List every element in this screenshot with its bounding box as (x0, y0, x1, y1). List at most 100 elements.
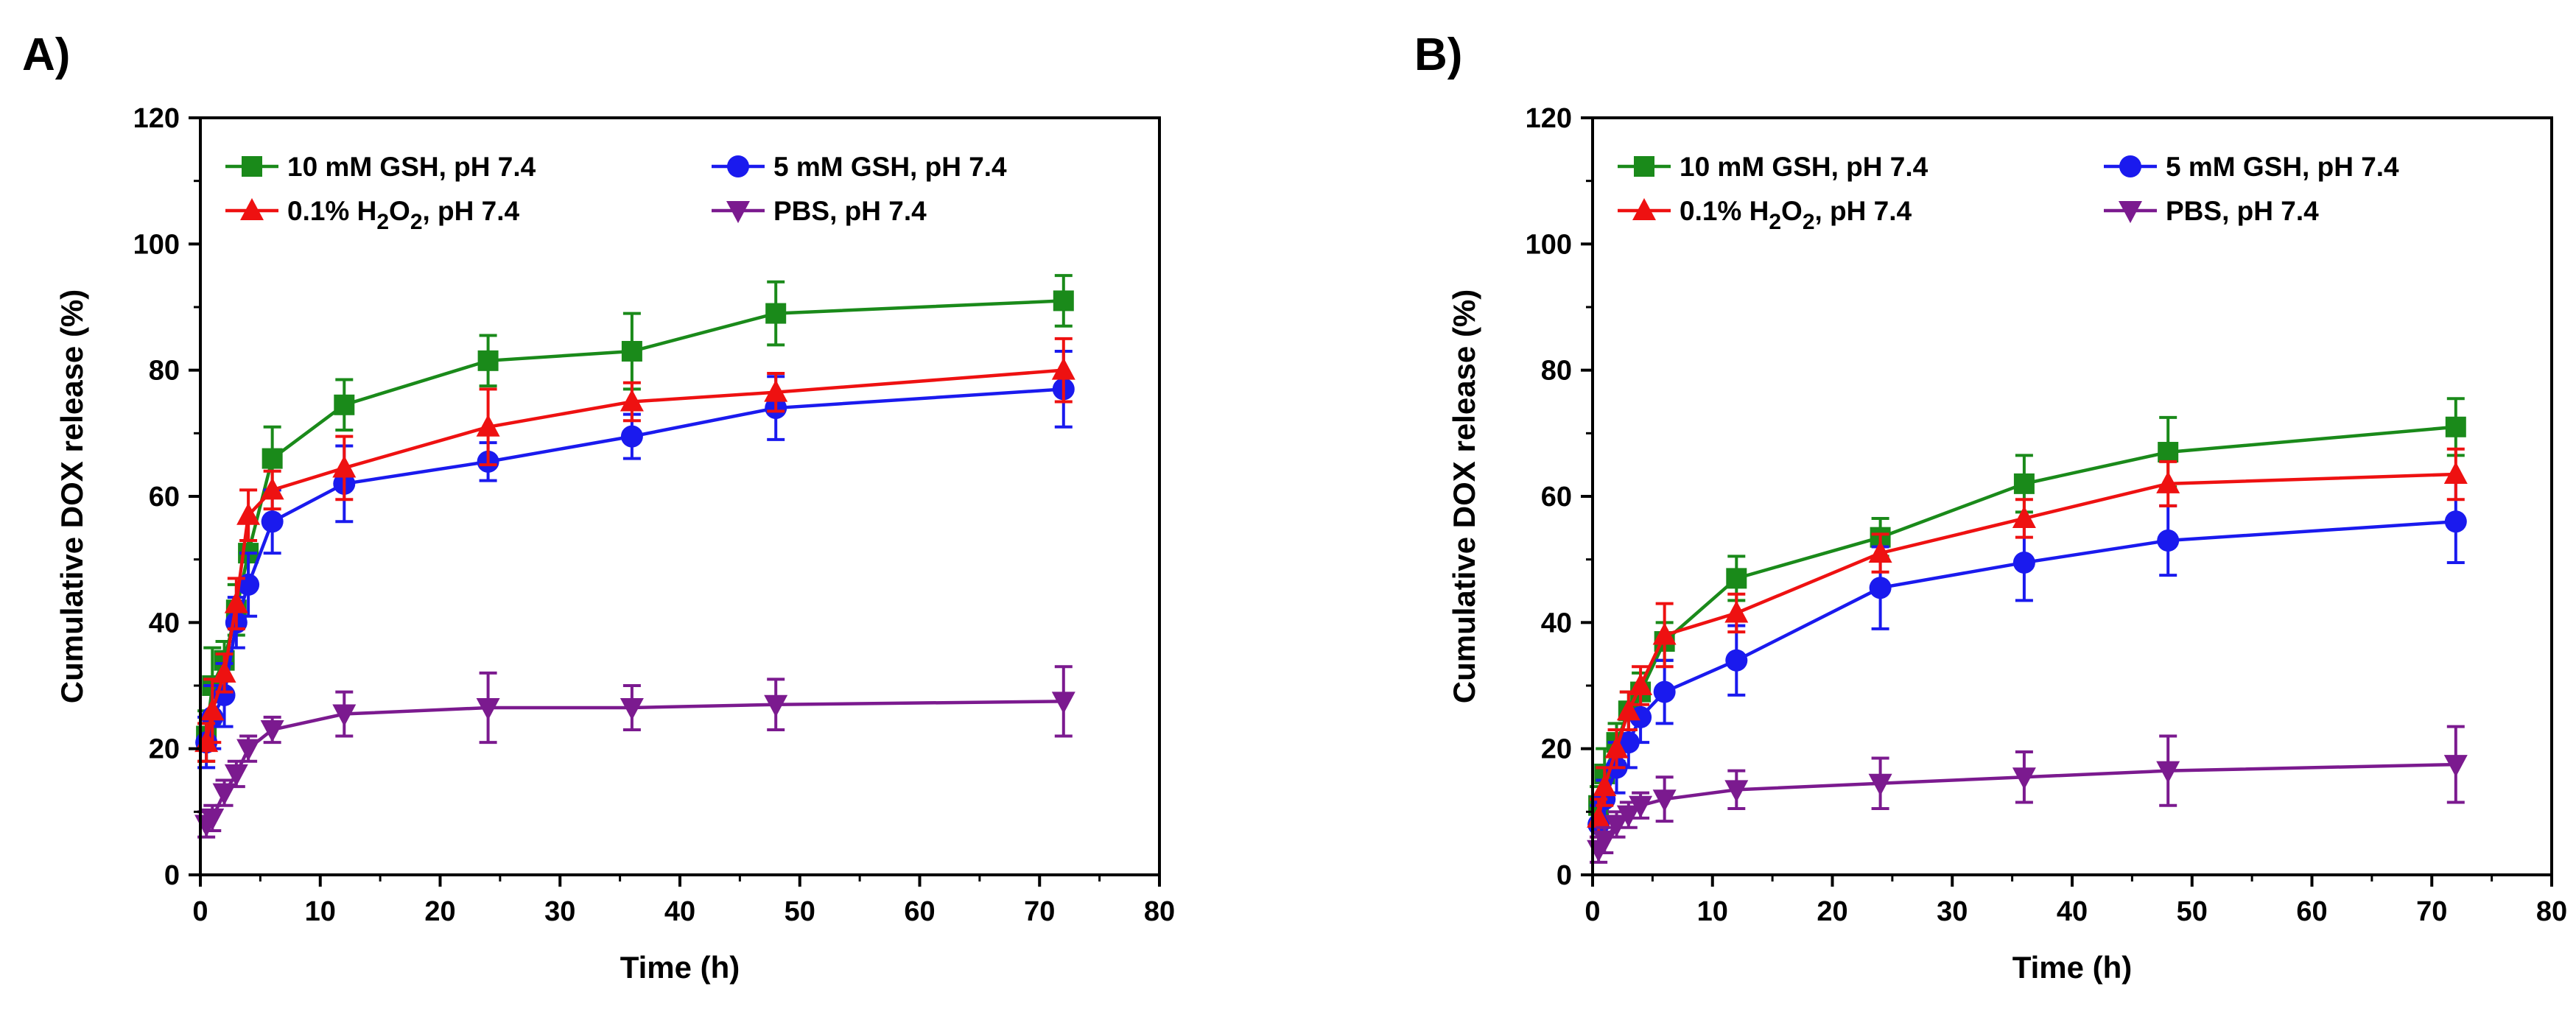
series-2-point (2012, 505, 2036, 528)
legend-label-1: 5 mM GSH, pH 7.4 (2166, 152, 2399, 182)
series-3-point (1051, 692, 1075, 714)
series-3-point (332, 704, 357, 727)
series-0-group (1588, 397, 2466, 826)
series-2-group (1587, 447, 2468, 839)
series-1-point (1617, 731, 1640, 754)
series-3-point (1868, 773, 1892, 796)
legend-marker-0 (1634, 156, 1654, 177)
series-3-group (194, 665, 1075, 839)
series-2-point (200, 698, 225, 721)
chart-b-svg: B) 0 10 20 30 40 50 60 70 80 0 20 40 60 80 100 120 Time (… (1414, 29, 2567, 985)
series-1-point (2012, 551, 2035, 574)
legend-label-2: 0.1% H2O2, pH 7.4 (287, 196, 520, 234)
series-2-point (236, 502, 261, 525)
series-3-point (224, 764, 248, 786)
x-tick-label: 60 (904, 896, 935, 927)
x-tick-label: 0 (1584, 896, 1600, 927)
legend-label-0: 10 mM GSH, pH 7.4 (1680, 152, 1929, 182)
legend-marker-1 (727, 155, 749, 177)
legend-label-1: 5 mM GSH, pH 7.4 (773, 152, 1007, 182)
y-tick-label: 40 (149, 608, 180, 638)
y-tick-label: 100 (133, 229, 180, 260)
x-axis-title-a: Time (h) (620, 950, 740, 985)
legend-item-0: 10 mM GSH, pH 7.4 (225, 152, 536, 182)
series-0-point (477, 350, 499, 371)
series-3-point (260, 719, 284, 742)
series-2-point (764, 379, 788, 402)
x-tick-label: 10 (305, 896, 336, 927)
x-tick-label: 20 (424, 896, 455, 927)
series-1-point (1653, 680, 1676, 703)
series-2-point (1652, 622, 1677, 645)
x-tick-label: 30 (1937, 896, 1968, 927)
legend-marker-0 (242, 156, 262, 177)
x-tick-label: 70 (2416, 896, 2447, 927)
series-0-point (621, 340, 642, 362)
series-2-point (260, 477, 284, 500)
panel-label-b: B) (1414, 29, 1462, 80)
y-tick-label: 80 (149, 356, 180, 387)
series-0-point (2445, 416, 2466, 437)
series-3-point (620, 697, 644, 720)
y-tick-label: 100 (1526, 229, 1572, 260)
series-1-point (261, 510, 284, 533)
legend-label-3: PBS, pH 7.4 (773, 196, 927, 226)
series-0-point (1053, 290, 1074, 312)
y-tick-label: 80 (1541, 356, 1572, 387)
series-2-point (1616, 698, 1640, 721)
legend-marker-1 (2119, 155, 2141, 177)
legend-label-0: 10 mM GSH, pH 7.4 (287, 152, 536, 182)
series-2-group (194, 337, 1075, 763)
x-tick-label: 60 (2296, 896, 2327, 927)
series-2-point (1724, 600, 1749, 623)
legend-label-2: 0.1% H2O2, pH 7.4 (1680, 196, 1912, 234)
series-0-point (334, 394, 355, 415)
series-0-line (204, 299, 1064, 736)
series-2-point (1593, 774, 1617, 797)
series-3-point (476, 697, 500, 720)
series-2-point (1629, 673, 1653, 695)
series-0-point (2013, 473, 2035, 494)
series-3-point (200, 808, 225, 831)
x-tick-label: 80 (1144, 896, 1175, 927)
series-3-point (2443, 755, 2468, 778)
y-tick-label: 0 (164, 860, 180, 891)
series-2-point (2156, 471, 2180, 493)
series-3-group (1587, 725, 2468, 864)
series-2-point (620, 389, 644, 412)
series-3-point (764, 694, 788, 717)
series-3-point (1724, 780, 1749, 803)
series-0-point (765, 303, 787, 324)
legend-item-1: 5 mM GSH, pH 7.4 (712, 152, 1007, 182)
legend-item-2: 0.1% H2O2, pH 7.4 (1618, 196, 1912, 234)
x-tick-label: 70 (1024, 896, 1055, 927)
chart-a-svg: A) 0 10 20 30 40 50 60 70 80 0 20 40 60 80 100 120 Time (… (22, 29, 1175, 985)
x-axis-title-b: Time (h) (2012, 950, 2133, 985)
series-2-point (1604, 736, 1629, 759)
series-2-point (1868, 541, 1892, 563)
series-1-point (1869, 577, 1892, 599)
legend-marker-3 (2119, 201, 2142, 223)
series-2-point (1051, 357, 1075, 380)
series-1-point (620, 425, 643, 448)
y-tick-label: 0 (1557, 860, 1572, 891)
y-tick-label: 60 (149, 482, 180, 513)
series-2-point (224, 591, 248, 613)
series-3-point (1604, 814, 1629, 837)
legend-marker-3 (726, 201, 750, 223)
series-0-point (262, 448, 283, 469)
series-3-point (1652, 789, 1677, 812)
plot-frame-b (1591, 116, 2553, 876)
series-1-point (2444, 510, 2467, 533)
chart-panel-b: B) 0 10 20 30 40 50 60 70 80 0 20 40 60 80 100 120 Time (… (1392, 0, 2576, 1017)
series-3-point (2012, 767, 2036, 790)
y-axis-title-b: Cumulative DOX release (%) (1447, 289, 1481, 704)
x-tick-label: 30 (544, 896, 575, 927)
x-tick-label: 0 (192, 896, 208, 927)
chart-panel-a: A) 0 10 20 30 40 50 60 70 80 0 20 40 60 80 100 120 Time (… (22, 29, 1175, 985)
series-0-point (1726, 568, 1747, 589)
y-tick-label: 60 (1541, 482, 1572, 513)
series-3-point (1616, 805, 1640, 828)
series-3-point (236, 739, 261, 761)
x-tick-label: 80 (2536, 896, 2567, 927)
